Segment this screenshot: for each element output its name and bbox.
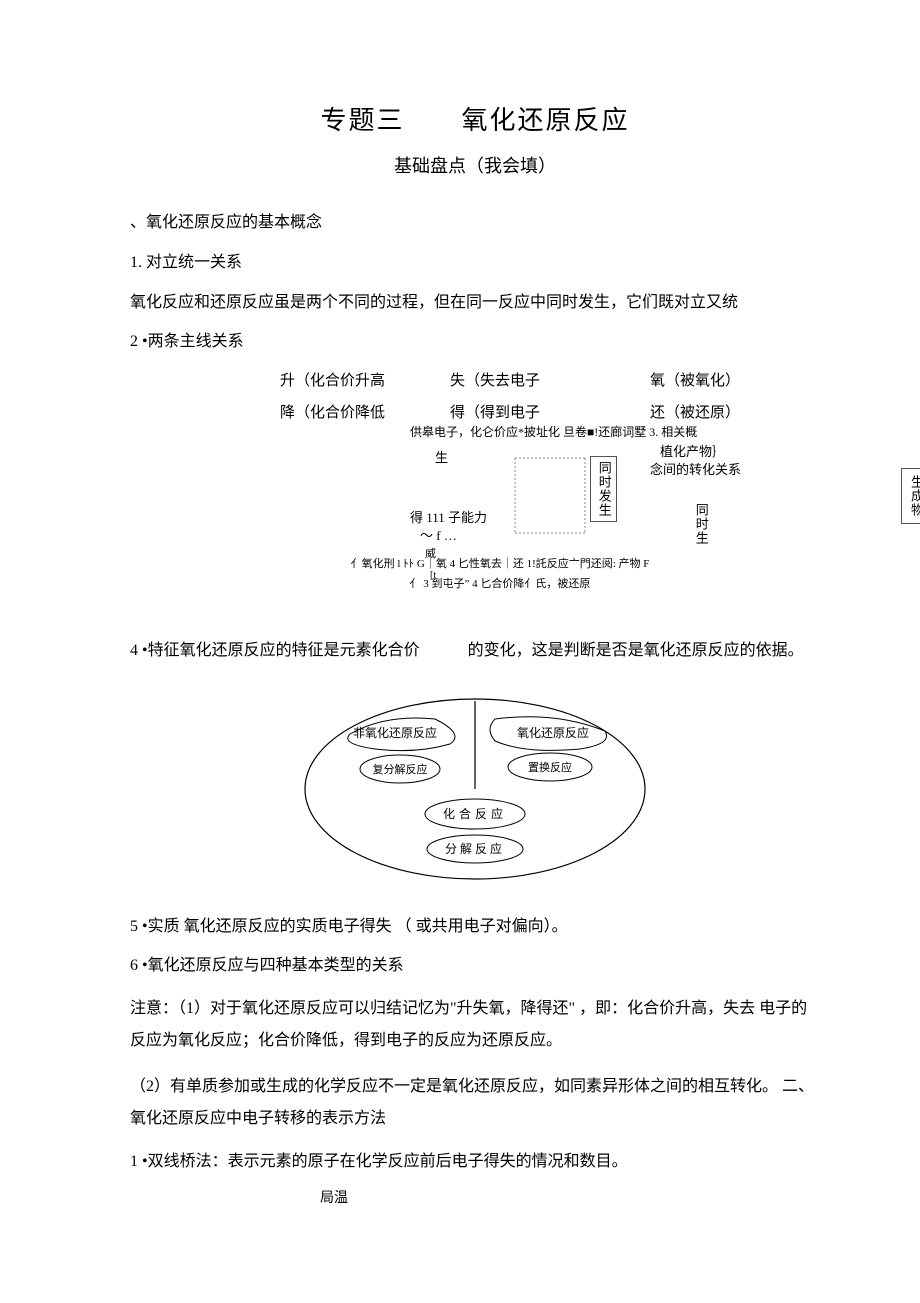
page-content: 专题三 氧化还原反应 基础盘点（我会填） 、氧化还原反应的基本概念 1. 对立统…	[0, 0, 920, 1271]
item-4-b: 的变化，这是判断是否是氧化还原反应的依据。	[468, 642, 804, 659]
item-1-text: 氧化反应和还原反应虽是两个不同的过程，但在同一反应中同时发生，它们既对立又统	[130, 290, 820, 316]
row2-col3: 还（被还原）	[650, 401, 800, 425]
row2-col1: 降（化合价降低	[280, 401, 450, 425]
oval-venn-diagram: 非氧化还原反应 氧化还原反应 复分解反应 置换反应 化合反应 分解反应	[295, 689, 655, 889]
row1-col3: 氧（被氧化）	[650, 369, 800, 393]
frag-nianjian: 念间的转化关系	[650, 460, 741, 481]
small-garbled-text: 供皋电子，化仑价应*披址化 旦卷■!还廊词墅 3. 相关概	[410, 423, 820, 442]
frag-bottom2: 亻 3 到屯子” 4 匕合价降亻氏，被还原	[300, 576, 700, 594]
frag-tongshifasheng: 同时发生	[590, 456, 617, 522]
frag-sheng: 生	[435, 448, 448, 469]
row1-col1: 升（化合价升高	[280, 369, 450, 393]
oval-hehe: 化合反应	[443, 806, 507, 821]
gaowen: 局温	[320, 1188, 820, 1210]
item-4-a: 4 •特征氧化还原反应的特征是元素化合价	[130, 642, 420, 659]
oval-right-top: 氧化还原反应	[517, 725, 589, 740]
relation-diagram: 生 得 111 子能力 ～ f … 同时发生 植化产物｝ 念间的转化关系 同时生…	[280, 448, 820, 608]
frag-tongshisheng: 同时生	[690, 503, 711, 545]
item-5: 5 •实质 氧化还原反应的实质电子得失 （ 或共用电子对偏向）。	[130, 914, 820, 940]
item-4: 4 •特征氧化还原反应的特征是元素化合价 的变化，这是判断是否是氧化还原反应的依…	[130, 638, 820, 664]
title-left: 专题三	[320, 106, 404, 135]
oval-left-top: 非氧化还原反应	[353, 725, 437, 740]
item-1: 1. 对立统一关系	[130, 250, 820, 276]
note-2: （2）有单质参加或生成的化学反应不一定是氧化还原反应，如同素异形体之间的相互转化…	[130, 1071, 820, 1135]
note-1: 注意：（1）对于氧化还原反应可以归结记忆为"升失氧，降得还" ，即：化合价升高，…	[130, 993, 820, 1057]
frag-bottom1: 亻氧化刑 l ﾄﾄ G｜氧 4 匕性氧去｜还 1!託反应亠門还阅: 产物 F	[250, 556, 750, 574]
item-6: 6 •氧化还原反应与四种基本类型的关系	[130, 953, 820, 979]
two-line-block: 升（化合价升高 失（失去电子 氧（被氧化） 降（化合价降低 得（得到电子 还（被…	[280, 369, 820, 425]
row1-col2: 失（失去电子	[450, 369, 650, 393]
title-right: 氧化还原反应	[462, 106, 630, 135]
oval-fufen: 复分解反应	[373, 762, 428, 776]
frag-f: ～ f …	[420, 526, 457, 547]
oval-fenjie: 分解反应	[445, 841, 505, 856]
main-title: 专题三 氧化还原反应	[130, 100, 820, 142]
two-line-row-2: 降（化合价降低 得（得到电子 还（被还原）	[280, 401, 820, 425]
section-1-heading: 、氧化还原反应的基本概念	[130, 210, 820, 236]
oval-svg: 非氧化还原反应 氧化还原反应 复分解反应 置换反应 化合反应 分解反应	[295, 689, 655, 889]
item-b1: 1 •双线桥法：表示元素的原子在化学反应前后电子得失的情况和数目。	[130, 1149, 820, 1175]
frag-shengchengwu: 生成物	[901, 468, 920, 524]
two-line-row-1: 升（化合价升高 失（失去电子 氧（被氧化）	[280, 369, 820, 393]
subtitle: 基础盘点（我会填）	[130, 152, 820, 181]
oval-zhihuan: 置换反应	[528, 760, 572, 774]
item-2: 2 •两条主线关系	[130, 329, 820, 355]
row2-col2: 得（得到电子	[450, 401, 650, 425]
dotted-lines	[510, 448, 590, 538]
